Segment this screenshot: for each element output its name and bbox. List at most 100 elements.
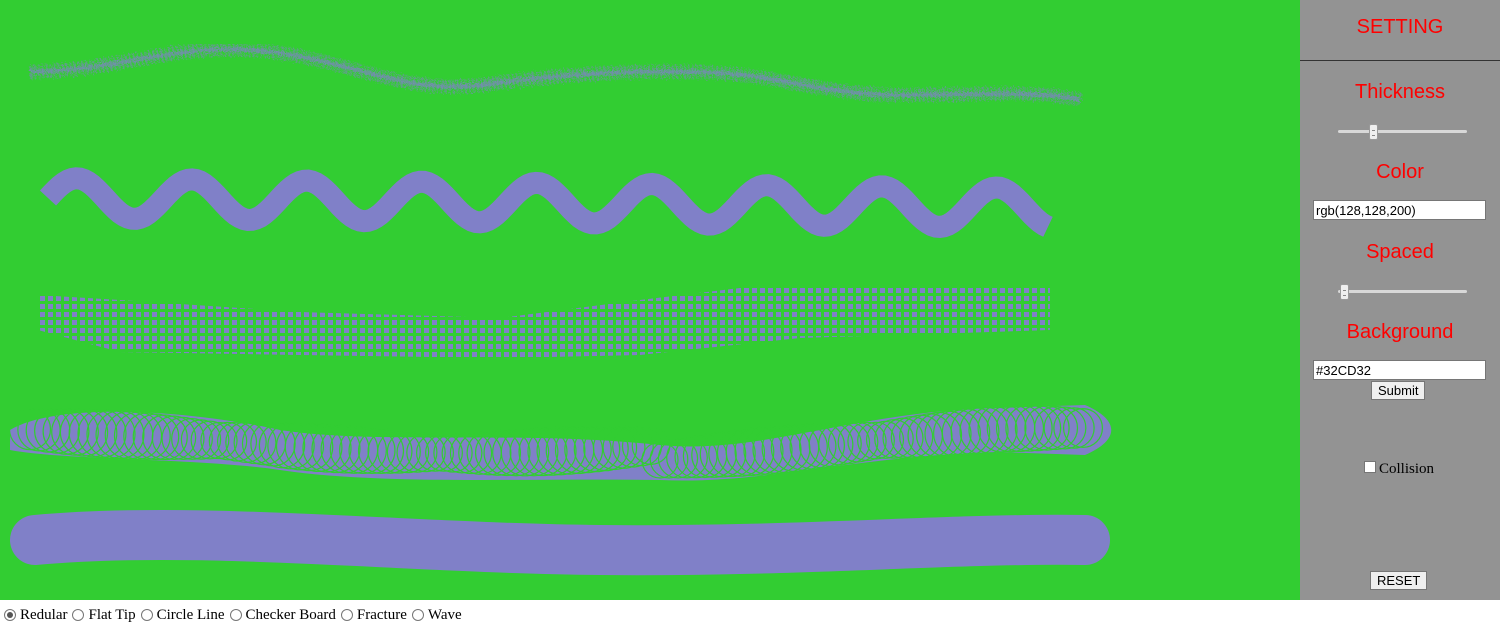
circle-ring [752, 424, 802, 475]
color-input[interactable] [1313, 200, 1486, 220]
circle-ring [415, 433, 455, 472]
circle-ring [386, 430, 430, 474]
spaced-slider-track [1338, 290, 1467, 293]
thickness-slider[interactable] [1338, 124, 1467, 140]
circle-ring [995, 403, 1045, 453]
circle-ring [725, 427, 775, 477]
brush-option-flat-tip[interactable]: Flat Tip [72, 606, 136, 624]
spaced-slider[interactable] [1338, 284, 1467, 300]
circle-ring [86, 409, 136, 459]
circle-ring [977, 403, 1027, 453]
settings-title: SETTING [1356, 16, 1444, 38]
brush-radio-redular[interactable] [4, 609, 16, 621]
circle-ring [492, 428, 540, 477]
thickness-label: Thickness [1354, 81, 1446, 103]
circle-ring [267, 422, 315, 470]
brush-option-checker-board[interactable]: Checker Board [229, 607, 336, 624]
drawing-canvas[interactable] [0, 0, 1300, 600]
background-input[interactable] [1313, 360, 1486, 380]
circle-ring [602, 425, 646, 469]
spaced-slider-thumb[interactable] [1340, 284, 1350, 300]
circle-ring [808, 422, 854, 468]
circle-ring [161, 416, 205, 461]
circle-ring [1005, 404, 1053, 452]
circle-ring [483, 429, 531, 477]
circle-ring [837, 421, 879, 463]
circle-ring [1024, 405, 1070, 451]
brush-label: Wave [427, 606, 462, 623]
stroke-fracture [29, 42, 1082, 107]
collision-option[interactable]: Collision [1364, 460, 1434, 478]
collision-checkbox[interactable] [1364, 460, 1376, 473]
circle-ring [509, 427, 559, 477]
circle-ring [564, 425, 612, 474]
background-label: Background [1346, 321, 1454, 343]
circle-ring [132, 413, 180, 461]
circle-ring [302, 423, 352, 473]
circle-ring [77, 408, 127, 459]
brush-radio-wave[interactable] [411, 609, 424, 621]
circle-ring [474, 429, 522, 476]
brush-radio-fracture[interactable] [340, 609, 353, 621]
color-label: Color [1376, 161, 1424, 183]
brush-label: Flat Tip [88, 606, 136, 623]
circle-ring [743, 425, 793, 475]
circle-ring [798, 422, 846, 469]
circle-ring [142, 414, 188, 461]
brush-radio-circle-line[interactable] [140, 609, 153, 621]
circle-ring [208, 421, 248, 461]
circle-ring [123, 412, 171, 460]
settings-panel: SETTING Thickness Color Spaced Backgroun… [1300, 0, 1500, 600]
thickness-slider-thumb[interactable] [1369, 124, 1379, 140]
circle-ring [258, 421, 306, 469]
circle-ring [68, 408, 118, 458]
circle-ring [377, 429, 421, 474]
brush-radio-checker-board[interactable] [229, 609, 242, 621]
circle-ring [367, 428, 413, 474]
circle-ring [959, 406, 1009, 456]
circle-ring [1043, 406, 1087, 450]
brush-option-circle-line[interactable]: Circle Line [140, 607, 225, 624]
circle-ring [933, 409, 981, 458]
brush-selector: Redular Flat Tip Circle Line Checker Boa… [4, 605, 467, 625]
reset-button[interactable]: RESET [1370, 571, 1428, 590]
panel-divider [1300, 60, 1500, 61]
circle-ring [233, 421, 277, 465]
circle-ring [151, 415, 197, 461]
circle-ring [827, 421, 871, 465]
brush-label: Fracture [356, 606, 407, 623]
circle-ring [950, 407, 1000, 457]
circle-ring [527, 426, 577, 476]
circle-ring [433, 433, 473, 473]
circle-ring [573, 425, 621, 473]
circle-ring [518, 427, 568, 477]
circle-ring [59, 408, 109, 457]
circle-ring [42, 407, 90, 455]
canvas-strokes [8, 42, 1112, 576]
circle-ring [95, 410, 145, 460]
circle-ring [320, 424, 370, 474]
circle-ring [396, 431, 438, 473]
circle-ring [348, 426, 396, 475]
thickness-slider-track [1338, 130, 1467, 133]
circle-ring [293, 422, 343, 473]
brush-radio-flat-tip[interactable] [72, 609, 85, 621]
circle-ring [190, 420, 230, 460]
spaced-label: Spaced [1366, 241, 1434, 263]
circle-ring [818, 421, 862, 466]
circle-ring [425, 433, 463, 472]
circle-ring [716, 428, 766, 477]
brush-option-wave[interactable]: Wave [411, 606, 462, 624]
brush-option-fracture[interactable]: Fracture [340, 606, 407, 624]
circle-ring [780, 423, 828, 471]
brush-option-redular[interactable]: Redular [4, 607, 67, 624]
circle-ring [1014, 404, 1062, 452]
circle-ring [1062, 407, 1104, 449]
circle-ring [225, 421, 267, 463]
circle-ring [847, 421, 887, 462]
circle-ring [406, 432, 446, 473]
circle-ring [734, 426, 784, 476]
submit-button[interactable]: Submit [1371, 381, 1426, 400]
stroke-checker [38, 285, 1050, 358]
circle-ring [592, 425, 638, 471]
